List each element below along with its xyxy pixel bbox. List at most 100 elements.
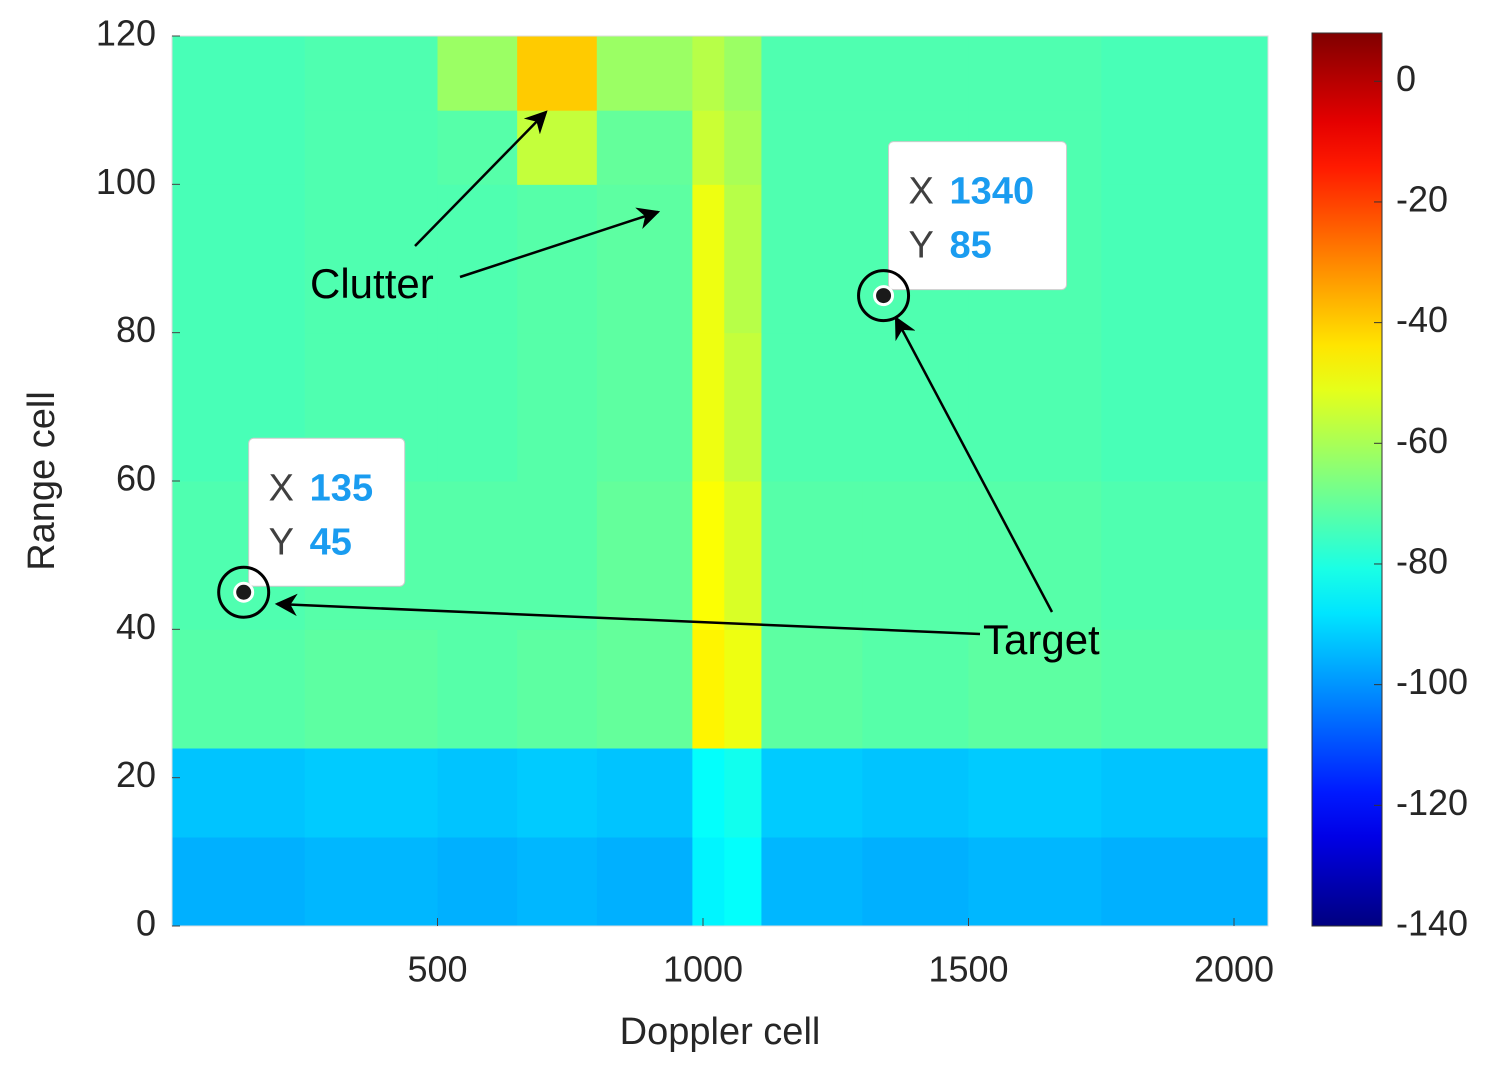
cell <box>692 36 725 111</box>
cell <box>692 837 725 927</box>
cell <box>692 110 725 185</box>
cell <box>172 837 306 927</box>
colorbar-tick-label: -40 <box>1396 299 1448 340</box>
cell <box>437 629 518 749</box>
cell <box>862 837 970 927</box>
datatip-value: 1340 <box>950 171 1035 213</box>
y-tick-label: 40 <box>116 606 156 647</box>
cell <box>724 748 762 838</box>
cell <box>724 184 762 334</box>
cell <box>304 36 439 111</box>
cell <box>1101 748 1269 838</box>
y-tick-label: 20 <box>116 754 156 795</box>
target-point <box>233 581 255 603</box>
cell <box>761 110 863 185</box>
cell <box>172 110 306 185</box>
datatips: X 135 Y 45 X 1340 Y 85 <box>217 141 1068 619</box>
cell <box>517 837 598 927</box>
cell <box>761 36 863 111</box>
x-tick-label: 1000 <box>663 949 743 990</box>
y-tick-label: 0 <box>136 903 156 944</box>
colorbar-tick-label: -80 <box>1396 540 1448 581</box>
colorbar-tick-label: -140 <box>1396 903 1468 944</box>
cell <box>1101 184 1269 334</box>
x-axis-label: Doppler cell <box>620 1011 821 1053</box>
cell <box>724 110 762 185</box>
cell <box>596 748 693 838</box>
cell <box>437 748 518 838</box>
y-tick-label: 120 <box>96 13 156 54</box>
cell <box>172 184 306 334</box>
cell <box>1101 629 1269 749</box>
cell <box>968 629 1102 749</box>
y-tick-label: 100 <box>96 161 156 202</box>
cell <box>724 332 762 482</box>
colorbar-tick-label: -120 <box>1396 782 1468 823</box>
cell <box>437 837 518 927</box>
cell <box>517 36 598 111</box>
cell <box>1101 332 1269 482</box>
cell <box>596 629 693 749</box>
cell <box>517 110 598 185</box>
cell <box>172 36 306 111</box>
colorbar-tick-label: -20 <box>1396 178 1448 219</box>
cell <box>596 332 693 482</box>
annotation: Target <box>983 616 1100 663</box>
arrow <box>459 207 661 279</box>
y-tick-label: 60 <box>116 458 156 499</box>
cell <box>761 748 863 838</box>
datatip-key: Y <box>909 225 934 267</box>
cell <box>596 837 693 927</box>
cell <box>517 184 598 334</box>
annotation: Clutter <box>310 260 434 307</box>
cell <box>1101 481 1269 630</box>
datatip-key: X <box>909 171 934 213</box>
y-tick-label: 80 <box>116 309 156 350</box>
cell <box>968 481 1102 630</box>
cell <box>517 332 598 482</box>
cell <box>692 332 725 482</box>
datatip-value: 135 <box>310 467 373 509</box>
cell <box>172 629 306 749</box>
datatip-box <box>888 141 1068 291</box>
cell <box>862 629 970 749</box>
cell <box>968 748 1102 838</box>
datatip-key: Y <box>269 521 294 563</box>
cell <box>1101 837 1269 927</box>
cell <box>437 184 518 334</box>
cell <box>172 748 306 838</box>
cell <box>596 36 693 111</box>
cell <box>692 748 725 838</box>
cell <box>862 36 970 111</box>
cell <box>304 629 439 749</box>
target-ring <box>857 269 911 323</box>
colorbar <box>1311 32 1383 927</box>
cell <box>692 184 725 334</box>
datatip-box <box>248 437 406 587</box>
arrow <box>894 316 1054 613</box>
cell <box>517 481 598 630</box>
cell <box>517 629 598 749</box>
cell <box>596 110 693 185</box>
cell <box>1101 110 1269 185</box>
cell <box>304 110 439 185</box>
cell <box>761 629 863 749</box>
arrow <box>414 110 548 247</box>
x-tick-label: 500 <box>407 949 467 990</box>
cell <box>437 481 518 630</box>
datatip-key: X <box>269 467 294 509</box>
cell <box>304 184 439 334</box>
colorbar-tick-label: -60 <box>1396 420 1448 461</box>
y-axis-label: Range cell <box>21 391 63 571</box>
cell <box>304 748 439 838</box>
cell <box>724 481 762 630</box>
cell <box>1101 36 1269 111</box>
cell <box>437 110 518 185</box>
cell <box>596 481 693 630</box>
cell <box>596 184 693 334</box>
cell <box>692 629 725 749</box>
x-tick-label: 2000 <box>1194 949 1274 990</box>
cell <box>692 481 725 630</box>
cell <box>968 36 1102 111</box>
